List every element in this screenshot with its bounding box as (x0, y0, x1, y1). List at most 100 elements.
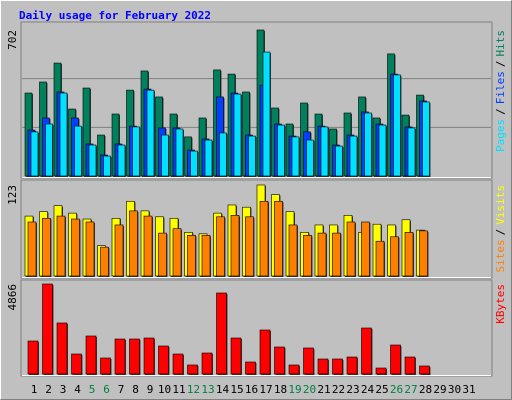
bar (85, 335, 97, 375)
bar (117, 144, 126, 177)
bar (158, 345, 169, 375)
x-tick-label: 8 (132, 383, 139, 396)
bar (419, 365, 430, 375)
bar (56, 215, 66, 277)
legend-separator: / (494, 229, 507, 236)
bar (100, 357, 111, 375)
bar (332, 358, 343, 375)
x-tick-label: 19 (288, 383, 301, 396)
bar (27, 221, 37, 277)
x-tick-label: 14 (216, 383, 230, 396)
x-tick-label: 3 (60, 383, 67, 396)
legend-separator: / (494, 61, 507, 68)
bar (219, 132, 227, 177)
legend-entry: Hits (494, 30, 507, 57)
x-tick-label: 10 (158, 383, 171, 396)
x-tick-label: 13 (201, 383, 214, 396)
bar (346, 221, 356, 277)
bar (114, 338, 126, 375)
bar (27, 340, 39, 375)
bar (100, 246, 109, 277)
bar (114, 224, 124, 277)
bar (320, 126, 329, 177)
bar (317, 358, 329, 375)
bar (407, 127, 416, 177)
bar (291, 136, 300, 177)
y-tick-label: 4866 (6, 284, 19, 311)
x-tick-label: 30 (448, 383, 461, 396)
legend-entry: Visits (494, 185, 507, 225)
bar (245, 361, 256, 375)
bar (129, 210, 138, 277)
bar (172, 353, 184, 375)
bar (103, 155, 111, 177)
x-tick-label: 17 (259, 383, 272, 396)
bar (187, 235, 196, 277)
bar (332, 232, 341, 277)
legend-entry: Sites (494, 239, 507, 272)
bar (204, 139, 213, 177)
bar (274, 346, 285, 375)
bar (233, 93, 242, 177)
x-tick-label: 31 (462, 383, 475, 396)
bar (45, 123, 53, 177)
bar (143, 215, 153, 277)
bar (187, 364, 198, 375)
bar (259, 329, 271, 375)
bar (390, 236, 399, 277)
bar (306, 139, 314, 177)
bar (230, 215, 240, 277)
bar (216, 216, 225, 277)
bar (172, 228, 182, 277)
legend-entry: KBytes (494, 284, 507, 324)
bar (143, 337, 155, 375)
chart-title: Daily usage for February 2022 (19, 9, 211, 22)
bar (422, 101, 430, 177)
bar (378, 124, 387, 177)
bar (288, 224, 298, 277)
bar (30, 131, 39, 177)
bar (303, 347, 314, 375)
x-tick-label: 22 (332, 383, 345, 396)
x-tick-label: 18 (274, 383, 287, 396)
x-tick-label: 11 (172, 383, 185, 396)
x-tick-label: 20 (303, 383, 316, 396)
x-tick-label: 7 (118, 383, 125, 396)
bar (317, 232, 327, 277)
bar (390, 344, 401, 375)
bar (201, 235, 211, 277)
x-tick-label: 4 (74, 383, 81, 396)
bar (303, 235, 312, 277)
bar (129, 338, 140, 375)
bar (175, 128, 184, 177)
bar (161, 134, 169, 177)
bar (404, 356, 416, 375)
x-tick-label: 28 (419, 383, 432, 396)
y-tick-label: 123 (6, 185, 19, 205)
bar (346, 356, 358, 375)
x-tick-label: 23 (346, 383, 359, 396)
bar (88, 144, 97, 177)
bar (42, 217, 51, 277)
x-tick-label: 24 (361, 383, 375, 396)
bar (216, 292, 227, 375)
bar (201, 352, 213, 375)
bar (42, 283, 53, 375)
legend: Pages / Files / Hits (494, 30, 507, 152)
bar (245, 216, 254, 277)
legend: KBytes (494, 284, 507, 324)
x-tick-label: 1 (31, 383, 38, 396)
bar (230, 337, 242, 375)
x-tick-label: 21 (317, 383, 330, 396)
x-tick-label: 12 (187, 383, 200, 396)
bar (361, 327, 372, 375)
bar (85, 221, 95, 277)
bar (419, 230, 428, 277)
x-tick-label: 2 (45, 383, 52, 396)
bar (59, 92, 68, 177)
x-tick-label: 16 (245, 383, 258, 396)
bar (132, 126, 140, 177)
y-tick-label: 702 (6, 30, 19, 50)
